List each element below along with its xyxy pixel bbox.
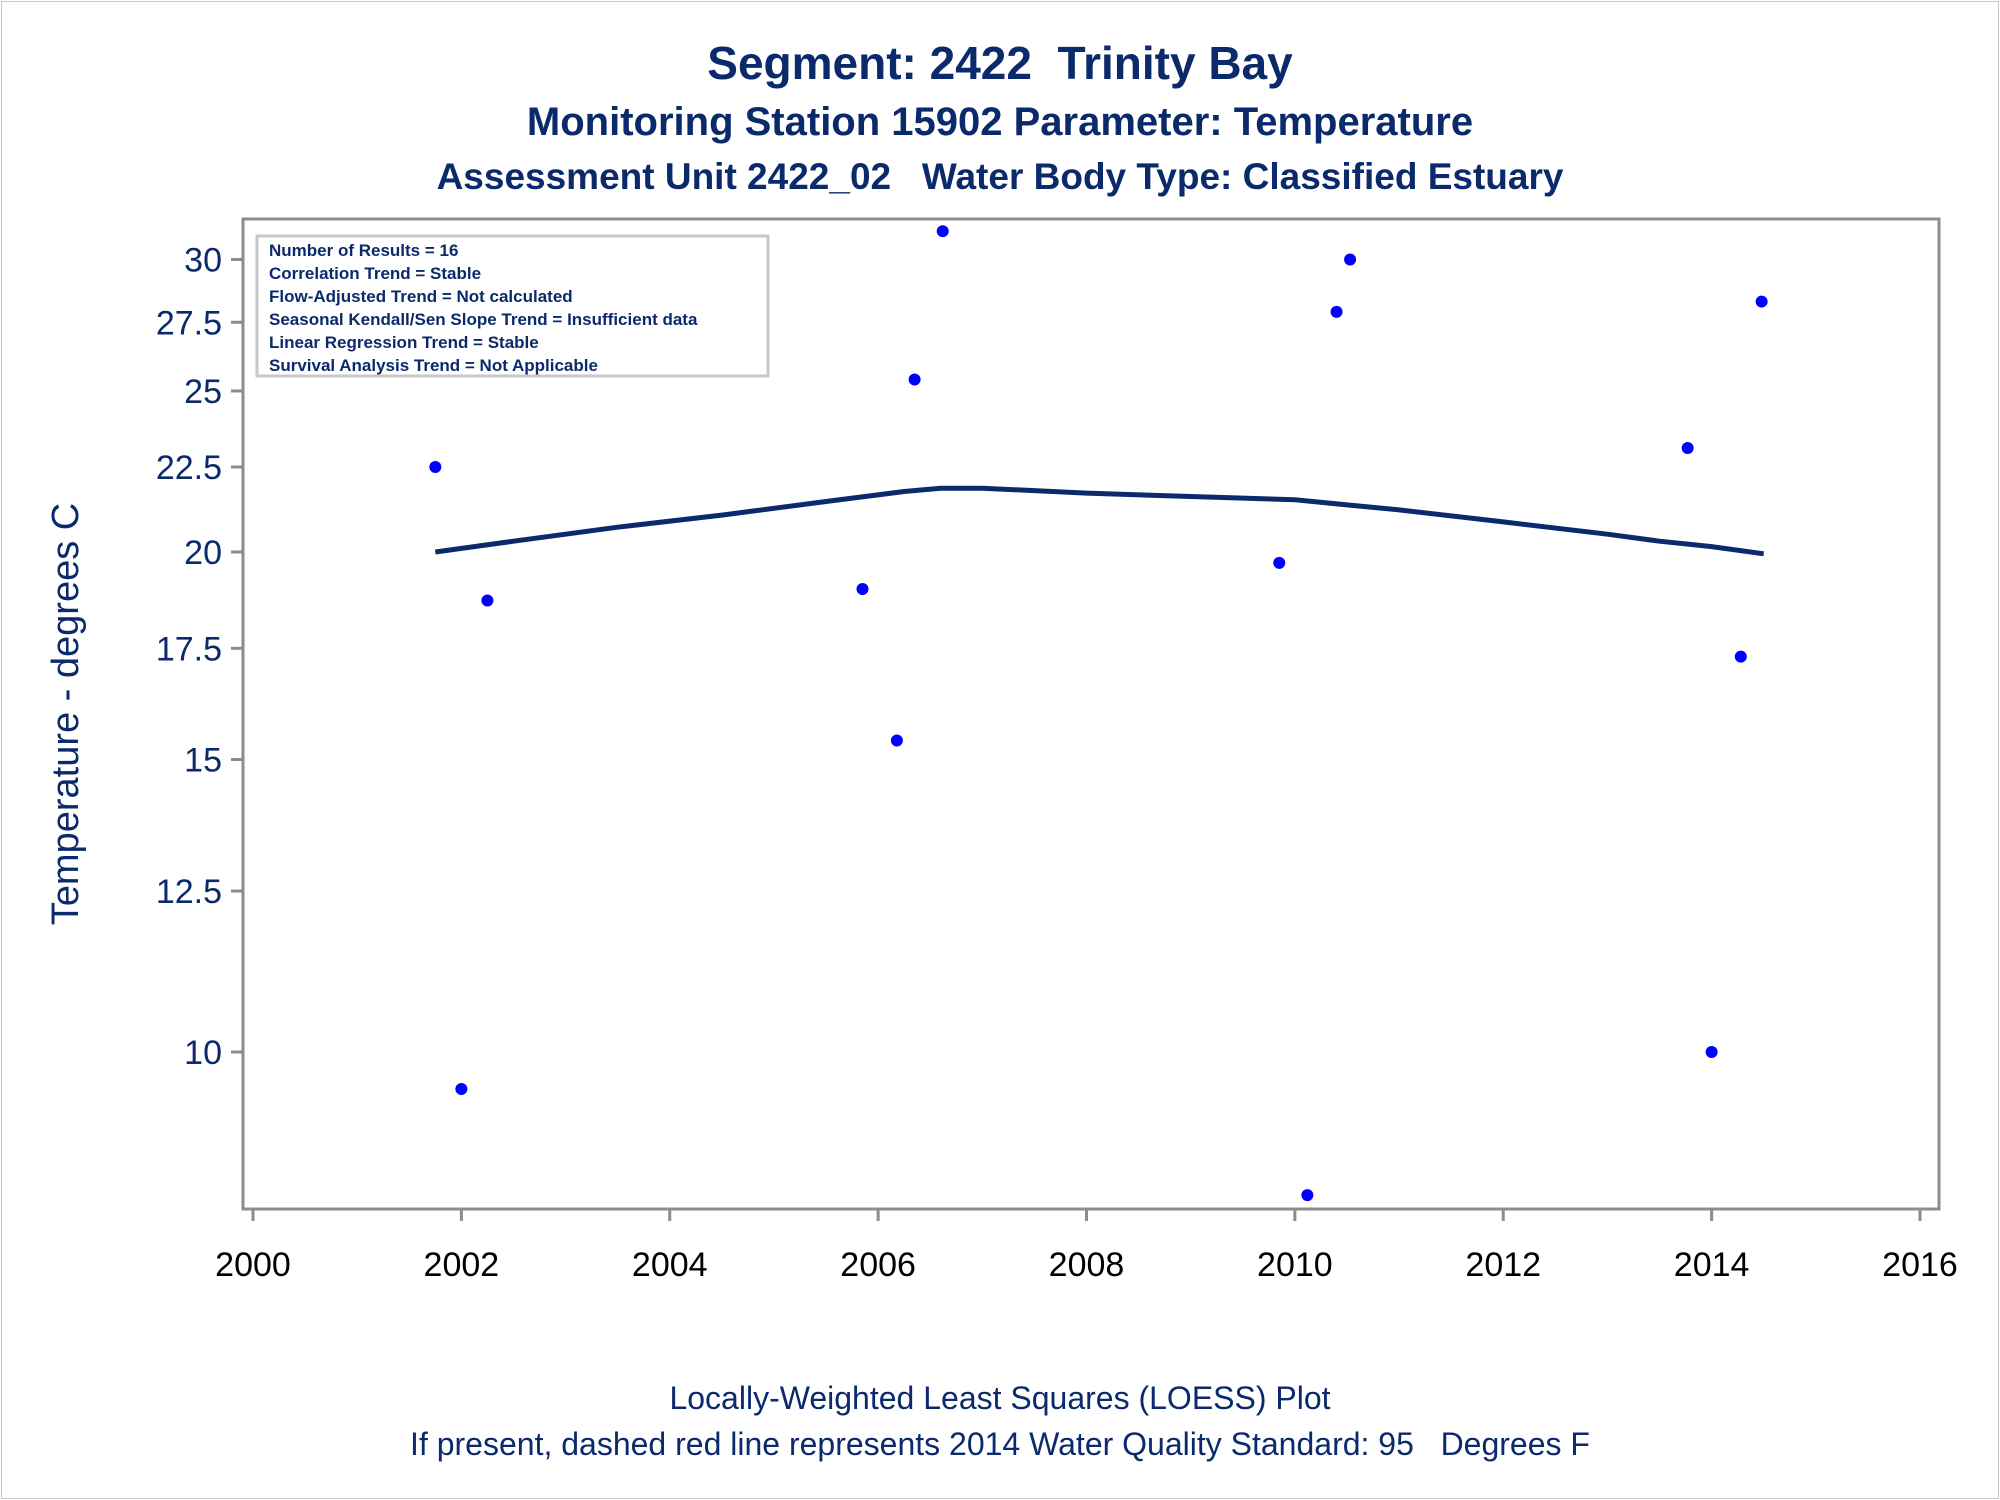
data-points [429,225,1768,1202]
chart-subtitle-station: Monitoring Station 15902 Parameter: Temp… [526,100,1474,144]
data-point [856,582,869,595]
trend-inset-line: Flow-Adjusted Trend = Not calculated [269,287,573,306]
x-axis: 2000 2002 2004 2006 2008 2010 2012 2014 2016 [215,1209,1958,1284]
y-tick-label: 15 [184,742,222,780]
y-tick-label: 27.5 [156,304,222,342]
trend-inset-line: Number of Results = 16 [269,241,458,260]
plot-area [241,217,1941,1211]
y-tick-label: 22.5 [156,449,222,487]
footnote-standard: If present, dashed red line represents 2… [410,1426,1590,1462]
data-point [1755,295,1768,308]
x-tick-label: 2014 [1674,1246,1750,1284]
y-tick-label: 30 [184,241,222,279]
trend-inset-line: Survival Analysis Trend = Not Applicable [269,356,598,375]
data-point [936,225,949,238]
data-point [429,461,442,474]
x-tick-label: 2006 [840,1246,916,1284]
chart-title: Segment: 2422 Trinity Bay [707,37,1293,89]
x-tick-label: 2008 [1049,1246,1125,1284]
loess-curve [434,485,1765,557]
trend-inset-line: Linear Regression Trend = Stable [269,333,539,352]
footnote-loess: Locally-Weighted Least Squares (LOESS) P… [669,1380,1331,1416]
data-point [1330,305,1343,318]
data-point [481,594,494,607]
y-axis-label: Temperature - degrees C [45,503,87,925]
data-point [908,373,921,386]
data-point [1681,442,1694,455]
x-tick-label: 2010 [1257,1246,1333,1284]
y-tick-label: 12.5 [156,873,222,911]
x-tick-label: 2002 [424,1246,500,1284]
y-axis: 10 12.5 15 17.5 20 22.5 25 27.5 30 [156,241,243,1072]
trend-inset-border [255,234,770,378]
x-tick-label: 2012 [1465,1246,1541,1284]
data-point [1273,556,1286,569]
data-point [455,1082,468,1095]
data-point [890,734,903,747]
x-tick-label: 2000 [215,1246,291,1284]
data-point [1301,1189,1314,1202]
data-point [1344,253,1357,266]
data-point [1734,650,1747,663]
data-point [1705,1045,1718,1058]
trend-inset-line: Seasonal Kendall/Sen Slope Trend = Insuf… [269,310,698,329]
y-tick-label: 10 [184,1034,222,1072]
x-tick-label: 2016 [1882,1246,1958,1284]
y-tick-label: 17.5 [156,630,222,668]
y-tick-label: 25 [184,373,222,411]
trend-inset-box: Number of Results = 16 Correlation Trend … [255,234,770,378]
x-tick-label: 2004 [632,1246,708,1284]
chart-subtitle-assessment: Assessment Unit 2422_02 Water Body Type:… [436,156,1564,197]
trend-inset-line: Correlation Trend = Stable [269,264,481,283]
y-tick-label: 20 [184,534,222,572]
